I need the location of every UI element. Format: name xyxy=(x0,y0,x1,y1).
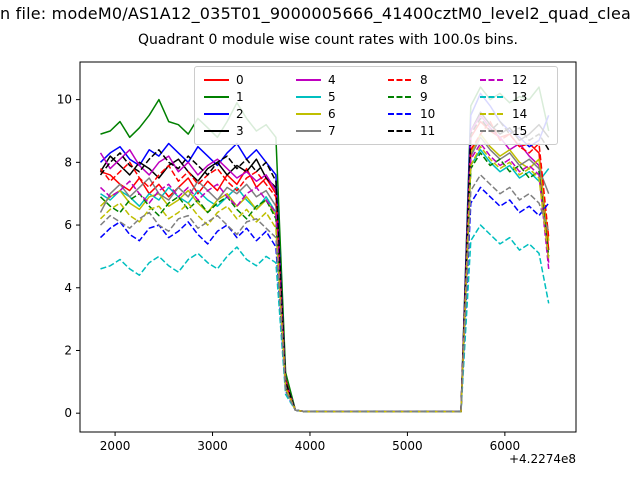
legend-item-14: 14 xyxy=(480,106,548,122)
y-tick-label: 4 xyxy=(64,281,72,295)
x-tick-label: 4000 xyxy=(295,439,326,453)
legend-line-sample xyxy=(480,79,505,81)
legend-label: 1 xyxy=(236,90,244,104)
legend-item-10: 10 xyxy=(388,106,456,122)
legend-item-7: 7 xyxy=(296,123,364,139)
y-tick-label: 6 xyxy=(64,218,72,232)
series-line-15 xyxy=(99,174,550,413)
legend-item-0: 0 xyxy=(204,72,272,88)
legend-label: 11 xyxy=(420,124,436,138)
legend-item-13: 13 xyxy=(480,89,548,105)
legend-line-sample xyxy=(480,130,505,132)
legend-line-sample xyxy=(296,130,321,132)
series-line-5 xyxy=(100,149,550,413)
legend-line-sample xyxy=(296,113,321,115)
legend-item-4: 4 xyxy=(296,72,364,88)
series-line-14 xyxy=(99,145,550,413)
legend-label: 14 xyxy=(512,107,528,121)
x-tick-label: 5000 xyxy=(392,439,423,453)
series-line-10 xyxy=(99,186,550,413)
legend-label: 13 xyxy=(512,90,528,104)
legend-item-2: 2 xyxy=(204,106,272,122)
legend-label: 4 xyxy=(328,73,336,87)
legend-line-sample xyxy=(388,79,413,81)
legend-label: 8 xyxy=(420,73,428,87)
series-line-13 xyxy=(100,224,550,413)
legend-item-11: 11 xyxy=(388,123,456,139)
legend-line-sample xyxy=(204,113,229,115)
legend-line-sample xyxy=(388,130,413,132)
legend: 0 1 2 3 4 5 6 7 8 9 10 11 12 13 14 15 xyxy=(194,66,558,145)
series-line-7 xyxy=(99,136,550,413)
legend-label: 5 xyxy=(328,90,336,104)
legend-line-sample xyxy=(480,96,505,98)
legend-item-12: 12 xyxy=(480,72,548,88)
source-file-text: n file: modeM0/AS1A12_035T01_9000005666_… xyxy=(0,4,632,23)
legend-label: 2 xyxy=(236,107,244,121)
series-line-0 xyxy=(100,120,550,413)
legend-line-sample xyxy=(204,130,229,132)
plot-title: Quadrant 0 module wise count rates with … xyxy=(138,32,518,48)
legend-label: 7 xyxy=(328,124,336,138)
legend-label: 3 xyxy=(236,124,244,138)
legend-line-sample xyxy=(296,96,321,98)
x-tick-label: 3000 xyxy=(197,439,228,453)
series-line-12 xyxy=(99,142,550,413)
y-tick-label: 2 xyxy=(64,343,72,357)
legend-item-3: 3 xyxy=(204,123,272,139)
legend-item-5: 5 xyxy=(296,89,364,105)
legend-label: 12 xyxy=(512,73,528,87)
legend-line-sample xyxy=(388,113,413,115)
axes-frame xyxy=(79,61,577,433)
legend-label: 0 xyxy=(236,73,244,87)
legend-item-6: 6 xyxy=(296,106,364,122)
legend-item-15: 15 xyxy=(480,123,548,139)
legend-line-sample xyxy=(204,96,229,98)
series-line-9 xyxy=(99,152,550,413)
legend-line-sample xyxy=(296,79,321,81)
series-line-8 xyxy=(99,120,550,413)
legend-line-sample xyxy=(388,96,413,98)
legend-label: 15 xyxy=(512,124,528,138)
legend-label: 9 xyxy=(420,90,428,104)
legend-label: 6 xyxy=(328,107,336,121)
legend-item-8: 8 xyxy=(388,72,456,88)
y-tick-label: 10 xyxy=(57,93,72,107)
legend-line-sample xyxy=(480,113,505,115)
x-axis-offset-label: +4.2274e8 xyxy=(508,452,576,466)
legend-label: 10 xyxy=(420,107,436,121)
y-tick-label: 0 xyxy=(64,406,72,420)
series-line-4 xyxy=(99,114,550,413)
x-tick-label: 2000 xyxy=(100,439,131,453)
x-tick-label: 6000 xyxy=(490,439,521,453)
legend-item-1: 1 xyxy=(204,89,272,105)
legend-line-sample xyxy=(204,79,229,81)
y-tick-label: 8 xyxy=(64,155,72,169)
legend-item-9: 9 xyxy=(388,89,456,105)
